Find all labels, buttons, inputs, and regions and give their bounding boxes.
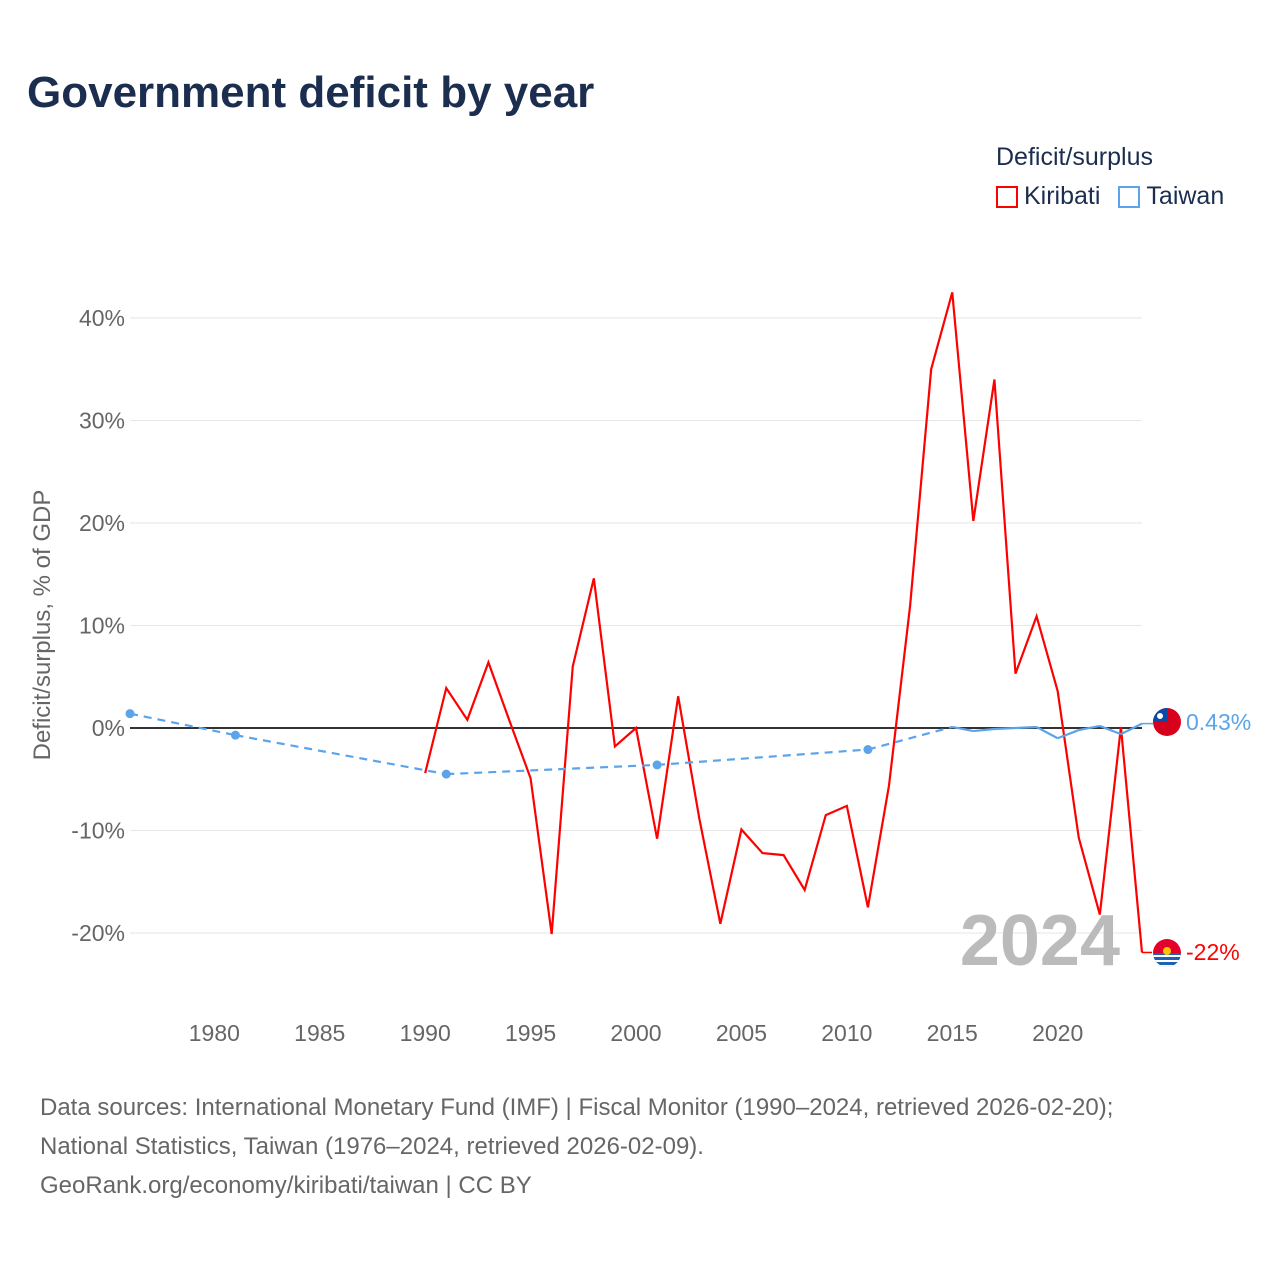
y-tick-label: 40% — [79, 305, 125, 331]
kiribati-flag-icon — [1153, 939, 1181, 967]
legend-label: Kiribati — [1024, 182, 1101, 210]
legend-item-taiwan[interactable]: Taiwan — [1118, 182, 1224, 211]
sources-line: National Statistics, Taiwan (1976–2024, … — [40, 1133, 704, 1160]
data-point-taiwan — [230, 730, 240, 740]
series-segment-taiwan — [1099, 724, 1122, 736]
x-tick-label: 2015 — [927, 1020, 978, 1046]
y-tick-label: 0% — [92, 715, 125, 741]
legend-swatch-taiwan — [1118, 185, 1141, 208]
data-point-taiwan — [652, 760, 662, 770]
x-tick-label: 1990 — [400, 1020, 451, 1046]
series-segment-taiwan — [129, 712, 236, 737]
series-segment-taiwan — [973, 727, 995, 733]
x-tick-label: 1980 — [189, 1020, 240, 1046]
legend-swatch-kiribati — [996, 185, 1018, 208]
y-tick-label: 20% — [79, 510, 125, 536]
legend-label: Taiwan — [1146, 182, 1225, 210]
y-axis-label: Deficit/surplus, % of GDP — [29, 490, 56, 761]
series-segment-taiwan — [235, 734, 447, 776]
sources-link[interactable]: GeoRank.org/economy/kiribati/taiwan | CC… — [40, 1172, 532, 1199]
y-tick-label: -10% — [71, 818, 125, 844]
x-tick-label: 2010 — [821, 1020, 872, 1046]
y-tick-label: -20% — [71, 920, 125, 946]
data-point-taiwan — [441, 769, 451, 779]
data-point-taiwan — [125, 709, 135, 719]
taiwan-end-label: 0.43% — [1186, 709, 1251, 735]
x-tick-label: 2020 — [1032, 1020, 1083, 1046]
series-line-kiribati — [424, 292, 1144, 953]
series-segment-taiwan — [1078, 724, 1101, 732]
data-sources: Data sources: International Monetary Fun… — [40, 1088, 1113, 1205]
series-segment-taiwan — [1057, 729, 1080, 740]
x-tick-label: 2005 — [716, 1020, 767, 1046]
series-segment-taiwan — [952, 725, 974, 733]
chart-title: Government deficit by year — [27, 68, 595, 117]
series-segment-taiwan — [994, 726, 1016, 731]
y-tick-label: 10% — [79, 613, 125, 639]
legend-title: Deficit/surplus — [996, 143, 1153, 171]
series-segment-taiwan — [867, 725, 953, 751]
sources-line: Data sources: International Monetary Fun… — [40, 1094, 1114, 1121]
x-tick-label: 1995 — [505, 1020, 556, 1046]
series-segment-taiwan — [657, 748, 868, 766]
series-segment-taiwan — [1015, 725, 1037, 730]
y-tick-label: 30% — [79, 408, 125, 434]
legend-item-kiribati[interactable]: Kiribati — [996, 182, 1100, 211]
data-point-taiwan — [863, 745, 873, 755]
x-tick-label: 1985 — [294, 1020, 345, 1046]
series-segment-taiwan — [1120, 722, 1143, 736]
taiwan-flag-icon — [1153, 708, 1181, 736]
series-segment-taiwan — [446, 763, 658, 776]
legend: Deficit/surplus Kiribati Taiwan — [996, 143, 1242, 211]
year-watermark: 2024 — [960, 901, 1120, 981]
kiribati-end-label: -22% — [1186, 939, 1240, 965]
line-chart: 40% 30% 20% 10% 0% -10% -20% 1980 1985 1990 1995 20… — [29, 292, 1251, 1046]
x-tick-label: 2000 — [610, 1020, 661, 1046]
series-segment-taiwan — [1036, 726, 1059, 740]
